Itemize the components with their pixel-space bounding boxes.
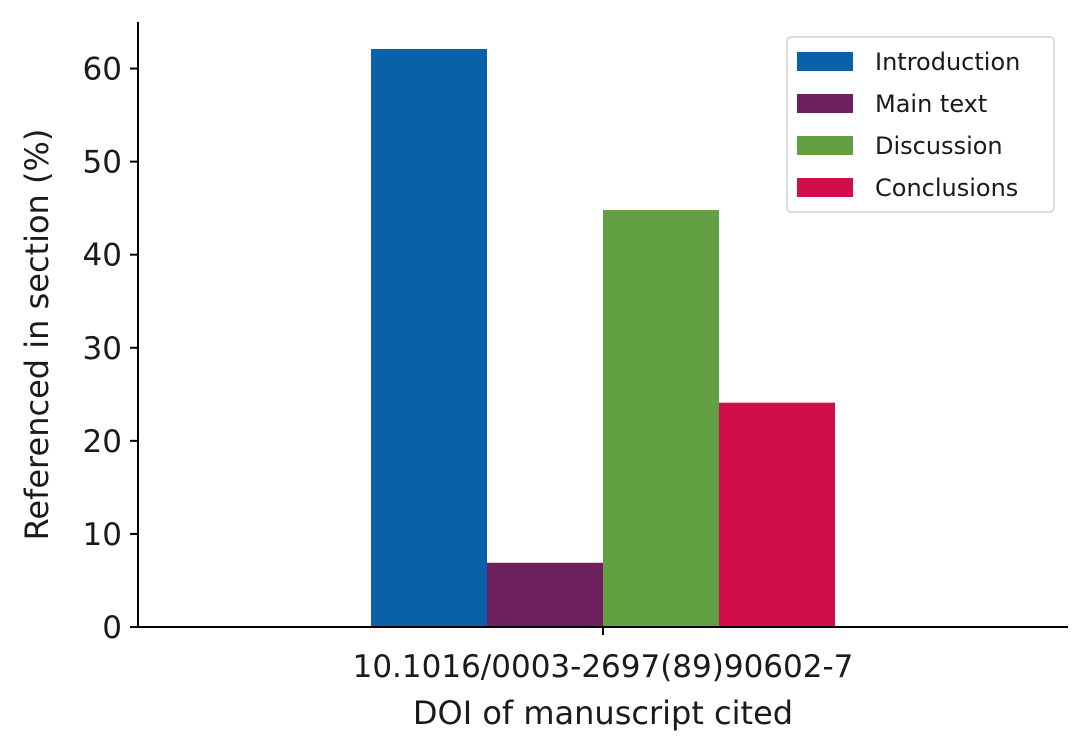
legend-frame bbox=[786, 36, 1055, 213]
legend-swatch bbox=[797, 94, 853, 113]
legend: Introduction Main text Discussion Conclusio… bbox=[786, 36, 1055, 213]
y-tick-label: 50 bbox=[83, 145, 122, 181]
legend-swatch bbox=[797, 136, 853, 155]
legend-label: Main text bbox=[875, 90, 987, 118]
y-tick-label: 10 bbox=[83, 517, 122, 553]
bar-discussion bbox=[603, 210, 719, 627]
legend-label: Conclusions bbox=[875, 174, 1018, 202]
y-tick-label: 60 bbox=[83, 52, 122, 88]
y-ticks-group: 0 10 20 30 40 50 60 bbox=[83, 52, 138, 646]
y-tick-label: 0 bbox=[102, 610, 122, 646]
bar-main-text bbox=[487, 562, 603, 627]
legend-label: Introduction bbox=[875, 48, 1020, 76]
y-axis-label: Referenced in section (%) bbox=[18, 129, 56, 541]
legend-label: Discussion bbox=[875, 132, 1003, 160]
y-tick-label: 30 bbox=[83, 331, 122, 367]
bar-conclusions bbox=[719, 402, 835, 627]
x-axis-label: DOI of manuscript cited bbox=[413, 694, 793, 732]
legend-swatch bbox=[797, 178, 853, 197]
x-tick-label: 10.1016/0003-2697(89)90602-7 bbox=[353, 649, 854, 685]
bar-introduction bbox=[371, 48, 487, 627]
bars-group bbox=[371, 48, 835, 627]
y-tick-label: 40 bbox=[83, 238, 122, 274]
y-tick-label: 20 bbox=[83, 424, 122, 460]
x-ticks-group: 10.1016/0003-2697(89)90602-7 bbox=[353, 627, 854, 685]
legend-swatch bbox=[797, 52, 853, 71]
